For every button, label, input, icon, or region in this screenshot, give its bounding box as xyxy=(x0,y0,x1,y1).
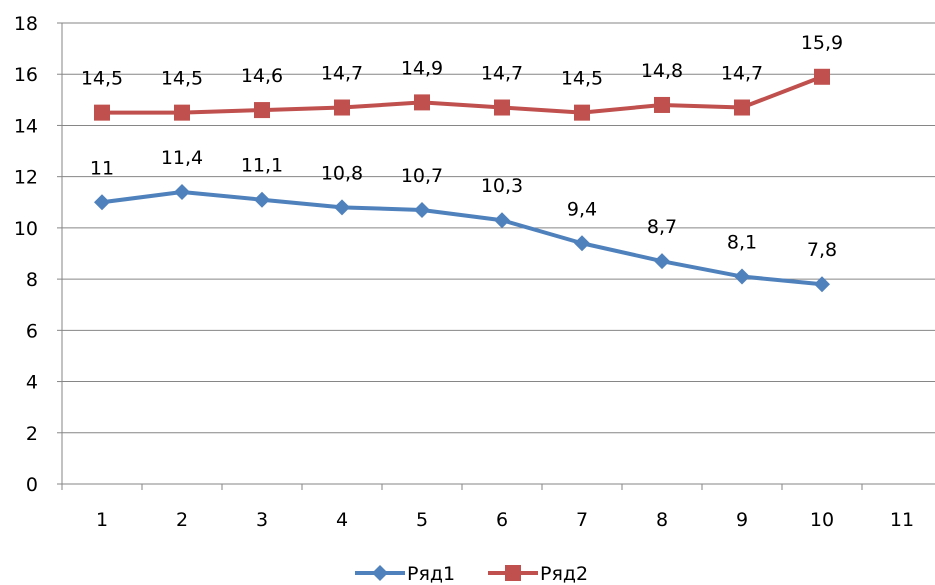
data-label: 14,7 xyxy=(321,63,363,85)
y-tick-label: 8 xyxy=(26,269,38,291)
y-tick-label: 0 xyxy=(26,474,38,496)
series-1-point xyxy=(94,194,110,211)
x-tick-label: 10 xyxy=(810,509,834,531)
legend-marker-1 xyxy=(372,565,388,581)
gridlines xyxy=(62,22,935,434)
data-label: 11,1 xyxy=(241,155,283,177)
data-label: 7,8 xyxy=(807,239,837,261)
data-label: 14,9 xyxy=(401,57,443,79)
y-axis-ticks: 0 2 4 6 8 10 12 14 16 18 xyxy=(14,13,38,496)
series-2-point xyxy=(174,104,190,121)
series-line-2 xyxy=(102,74,823,115)
data-label: 10,7 xyxy=(401,165,443,187)
y-tick-label: 12 xyxy=(14,167,38,189)
series-2-point xyxy=(254,102,270,119)
data-label: 10,8 xyxy=(321,162,363,184)
x-tick-label: 11 xyxy=(890,509,914,531)
data-label: 8,1 xyxy=(727,232,757,254)
x-tick-label: 3 xyxy=(256,509,268,531)
series-1-point xyxy=(574,235,590,252)
x-tick-label: 5 xyxy=(416,509,428,531)
data-label: 8,7 xyxy=(647,216,677,238)
y-tick-label: 6 xyxy=(26,320,38,342)
series-2-point xyxy=(654,96,670,113)
data-label: 14,8 xyxy=(641,60,683,82)
series-2-point xyxy=(414,94,430,111)
series-1-point xyxy=(814,276,830,293)
series-1-point xyxy=(174,184,190,201)
data-label: 14,7 xyxy=(481,63,523,85)
data-label: 9,4 xyxy=(567,198,597,220)
x-tick-label: 9 xyxy=(736,509,748,531)
legend-label-1: Ряд1 xyxy=(407,563,455,585)
series-line-1 xyxy=(101,190,823,287)
series-2-point xyxy=(734,99,750,116)
data-label: 15,9 xyxy=(801,32,843,54)
series-2-point xyxy=(94,104,110,121)
x-tick-label: 2 xyxy=(176,509,188,531)
series-1-point xyxy=(654,253,670,270)
y-tick-label: 10 xyxy=(14,218,38,240)
series-1-point xyxy=(734,268,750,285)
series-group xyxy=(94,68,830,293)
axes xyxy=(57,22,935,490)
series-1-point xyxy=(254,191,270,208)
y-tick-label: 18 xyxy=(14,13,38,35)
y-tick-label: 16 xyxy=(14,64,38,86)
data-label: 14,6 xyxy=(241,65,283,87)
x-tick-label: 4 xyxy=(336,509,348,531)
data-label: 14,5 xyxy=(161,68,203,90)
x-tick-label: 8 xyxy=(656,509,668,531)
series-1-point xyxy=(334,199,350,216)
legend-label-2: Ряд2 xyxy=(540,563,588,585)
y-tick-label: 4 xyxy=(26,372,38,394)
series-2-point xyxy=(574,104,590,121)
data-label: 14,7 xyxy=(721,63,763,85)
series-1-point xyxy=(414,201,430,218)
data-label: 14,5 xyxy=(561,68,603,90)
data-label: 10,3 xyxy=(481,175,523,197)
x-tick-label: 1 xyxy=(96,509,108,531)
x-tick-label: 7 xyxy=(576,509,588,531)
data-label: 11,4 xyxy=(161,147,203,169)
y-tick-label: 2 xyxy=(26,423,38,445)
y-tick-label: 14 xyxy=(14,115,38,137)
data-label: 11 xyxy=(90,157,114,179)
data-labels-group: 11 11,4 11,1 10,8 10,7 10,3 9,4 8,7 8,1 7,8 14,5 14… xyxy=(81,32,843,261)
x-axis-ticks: 1 2 3 4 5 6 7 8 9 10 11 xyxy=(96,509,914,531)
data-label: 14,5 xyxy=(81,68,123,90)
legend: Ряд1 Ряд2 xyxy=(355,563,588,585)
x-tick-label: 6 xyxy=(496,509,508,531)
series-2-point xyxy=(814,68,830,85)
series-2-point xyxy=(494,99,510,116)
legend-marker-2 xyxy=(505,565,521,581)
series-1-point xyxy=(494,212,510,229)
series-2-point xyxy=(334,99,350,116)
